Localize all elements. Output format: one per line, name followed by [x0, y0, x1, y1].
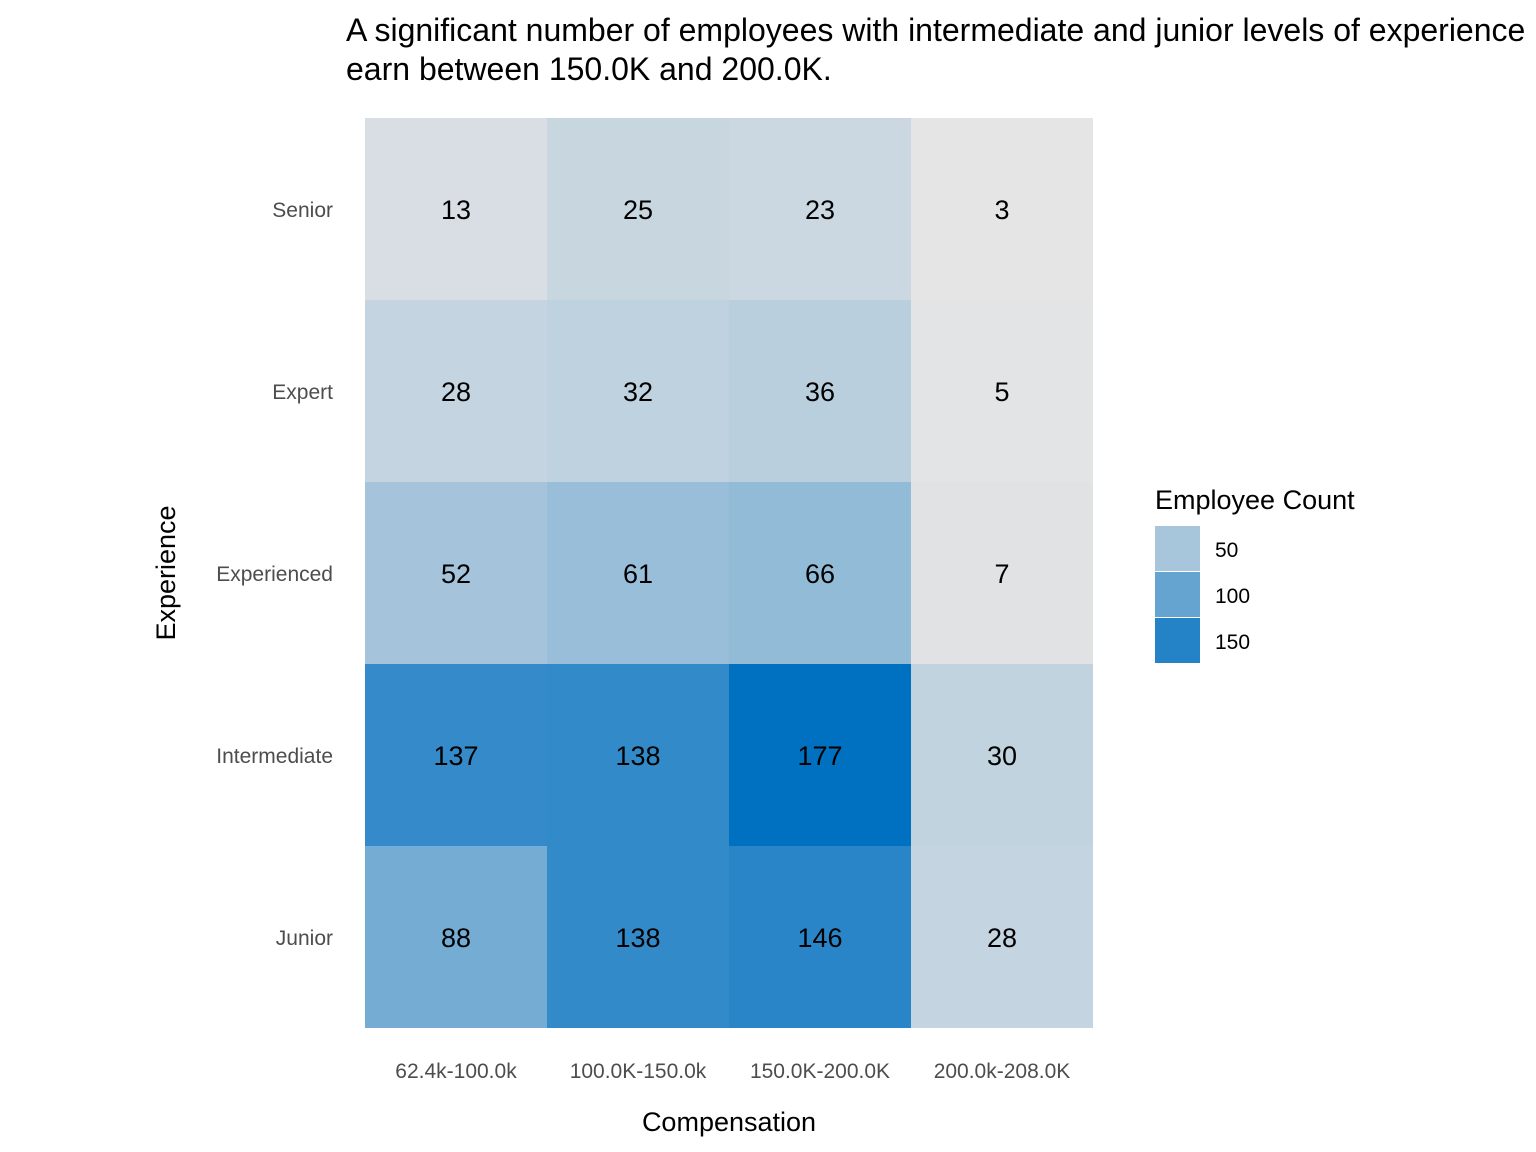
cell-value-label: 28 [441, 377, 471, 407]
heatmap-cell-expert-2 [547, 300, 729, 482]
legend-label-50: 50 [1215, 539, 1238, 562]
cell-value-label: 138 [615, 923, 660, 953]
cell-value-label: 177 [797, 741, 842, 771]
heatmap-cell-junior-1 [365, 846, 547, 1028]
heatmap-cells [365, 118, 1093, 1028]
cell-value-label: 138 [615, 741, 660, 771]
heatmap-cell-experienced-3 [729, 482, 911, 664]
cell-value-label: 66 [805, 559, 835, 589]
heatmap-cell-expert-4 [911, 300, 1093, 482]
heatmap-cell-junior-3 [729, 846, 911, 1028]
heatmap-cell-labels: 13 25 23 3 28 32 36 5 52 61 66 7 137 138 177 30 88 138 146… [433, 195, 1017, 953]
legend-title: Employee Count [1155, 485, 1355, 515]
heatmap-cell-senior-3 [729, 118, 911, 300]
chart-title-line-1: A significant number of employees with i… [346, 12, 1525, 48]
y-tick-label-expert: Expert [272, 381, 333, 404]
cell-value-label: 137 [433, 741, 478, 771]
x-tick-label-2: 100.0K-150.0k [570, 1060, 707, 1083]
legend: Employee Count 50 100 150 [1155, 485, 1355, 663]
legend-key-150 [1155, 618, 1200, 663]
heatmap-cell-junior-2 [547, 846, 729, 1028]
chart-title: A significant number of employees with i… [346, 12, 1525, 87]
y-axis-title: Experience [151, 505, 181, 640]
x-tick-label-4: 200.0k-208.0K [934, 1060, 1071, 1083]
legend-label-150: 150 [1215, 631, 1250, 654]
x-tick-label-1: 62.4k-100.0k [395, 1060, 517, 1083]
cell-value-label: 28 [987, 923, 1017, 953]
heatmap-cell-junior-4 [911, 846, 1093, 1028]
x-tick-label-3: 150.0K-200.0K [750, 1060, 890, 1083]
heatmap-cell-senior-1 [365, 118, 547, 300]
cell-value-label: 13 [441, 195, 471, 225]
heatmap-cell-expert-3 [729, 300, 911, 482]
cell-value-label: 3 [994, 195, 1009, 225]
y-tick-label-intermediate: Intermediate [216, 745, 333, 768]
heatmap-cell-intermediate-2 [547, 664, 729, 846]
cell-value-label: 25 [623, 195, 653, 225]
legend-label-100: 100 [1215, 585, 1250, 608]
cell-value-label: 52 [441, 559, 471, 589]
legend-key-100 [1155, 572, 1200, 617]
x-axis-tick-labels: 62.4k-100.0k 100.0K-150.0k 150.0K-200.0K 20… [395, 1060, 1070, 1083]
cell-value-label: 30 [987, 741, 1017, 771]
cell-value-label: 7 [994, 559, 1009, 589]
y-axis-tick-labels: Senior Expert Experienced Intermediate Junio… [216, 199, 333, 950]
heatmap-cell-senior-2 [547, 118, 729, 300]
chart-title-line-2: earn between 150.0K and 200.0K. [346, 51, 832, 87]
heatmap-cell-expert-1 [365, 300, 547, 482]
heatmap-cell-experienced-2 [547, 482, 729, 664]
heatmap-cell-senior-4 [911, 118, 1093, 300]
cell-value-label: 36 [805, 377, 835, 407]
y-tick-label-junior: Junior [276, 927, 333, 950]
cell-value-label: 23 [805, 195, 835, 225]
cell-value-label: 88 [441, 923, 471, 953]
cell-value-label: 146 [797, 923, 842, 953]
heatmap-cell-intermediate-4 [911, 664, 1093, 846]
heatmap-cell-experienced-1 [365, 482, 547, 664]
heatmap-cell-intermediate-3 [729, 664, 911, 846]
cell-value-label: 32 [623, 377, 653, 407]
y-tick-label-experienced: Experienced [216, 563, 333, 586]
legend-key-50 [1155, 526, 1200, 571]
heatmap-cell-intermediate-1 [365, 664, 547, 846]
x-axis-title: Compensation [642, 1107, 816, 1137]
y-tick-label-senior: Senior [272, 199, 333, 222]
heatmap-cell-experienced-4 [911, 482, 1093, 664]
cell-value-label: 5 [994, 377, 1009, 407]
cell-value-label: 61 [623, 559, 653, 589]
